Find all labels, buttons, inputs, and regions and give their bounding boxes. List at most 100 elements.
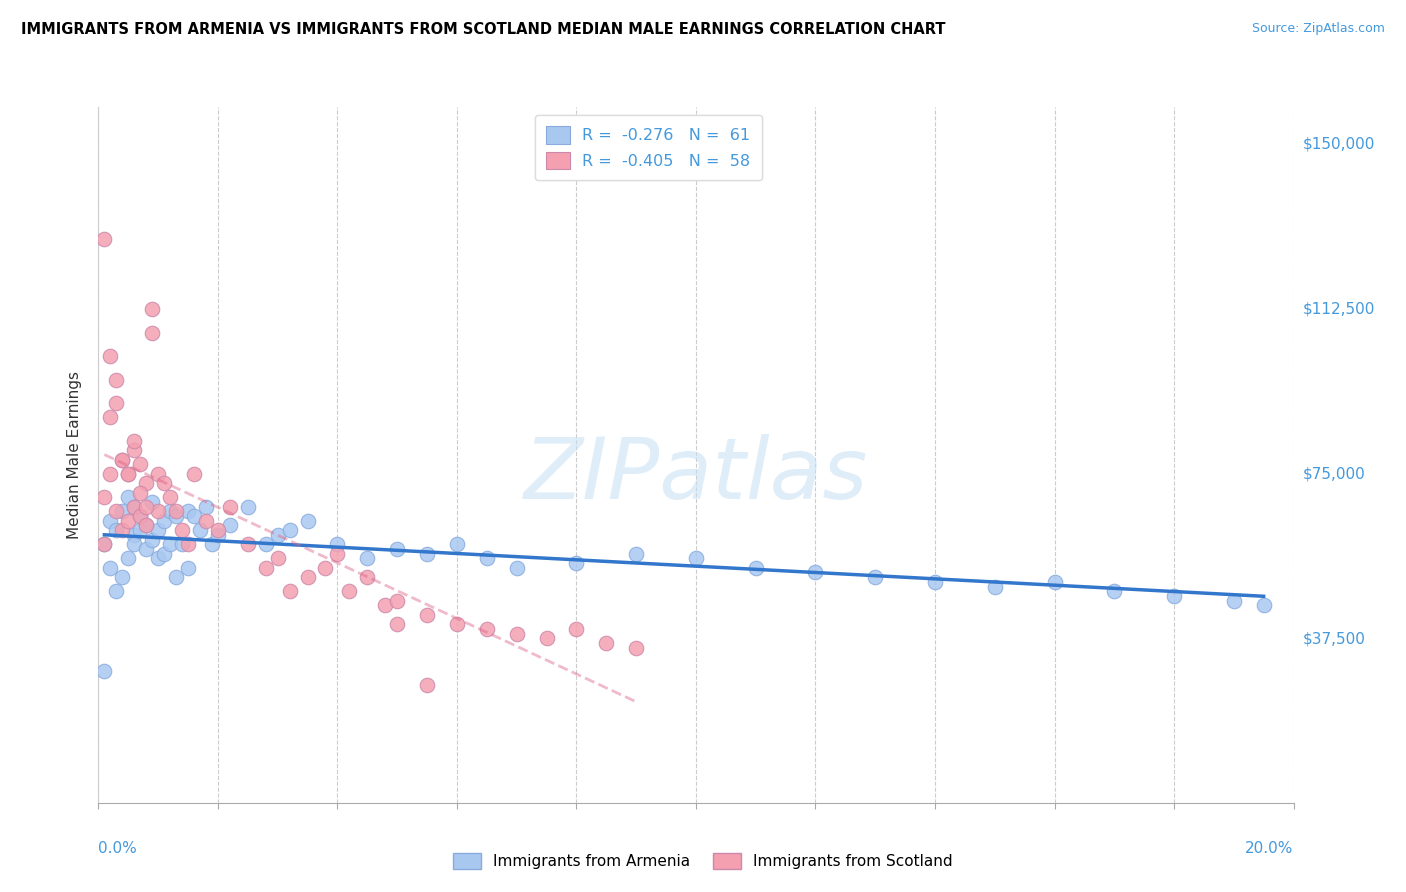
Point: [254, 537, 277, 551]
Point: [153, 476, 176, 491]
Point: [148, 523, 170, 537]
Point: [984, 580, 1007, 594]
Point: [475, 622, 498, 636]
Point: [100, 410, 122, 425]
Point: [111, 570, 134, 584]
Point: [129, 523, 152, 537]
Point: [172, 537, 194, 551]
Point: [745, 560, 768, 574]
Point: [446, 617, 468, 632]
Point: [141, 533, 163, 547]
Point: [117, 490, 139, 504]
Point: [219, 518, 242, 533]
Point: [148, 504, 170, 518]
Point: [207, 523, 229, 537]
Point: [626, 547, 648, 561]
Point: [111, 452, 134, 467]
Point: [124, 443, 146, 458]
Point: [141, 302, 163, 317]
Point: [148, 551, 170, 566]
Point: [93, 537, 115, 551]
Text: IMMIGRANTS FROM ARMENIA VS IMMIGRANTS FROM SCOTLAND MEDIAN MALE EARNINGS CORRELA: IMMIGRANTS FROM ARMENIA VS IMMIGRANTS FR…: [21, 22, 946, 37]
Point: [117, 514, 139, 528]
Point: [159, 490, 181, 504]
Point: [1253, 599, 1275, 613]
Point: [195, 500, 218, 514]
Point: [93, 664, 115, 678]
Point: [416, 678, 439, 692]
Point: [135, 541, 157, 556]
Legend: R =  -0.276   N =  61, R =  -0.405   N =  58: R = -0.276 N = 61, R = -0.405 N = 58: [534, 115, 762, 180]
Point: [177, 560, 200, 574]
Point: [93, 490, 115, 504]
Point: [135, 476, 157, 491]
Point: [105, 523, 128, 537]
Point: [117, 551, 139, 566]
Point: [416, 607, 439, 622]
Point: [135, 500, 157, 514]
Point: [236, 537, 259, 551]
Point: [165, 570, 187, 584]
Point: [267, 528, 290, 542]
Point: [105, 584, 128, 599]
Point: [565, 622, 588, 636]
Text: 0.0%: 0.0%: [98, 841, 138, 856]
Point: [356, 551, 378, 566]
Point: [135, 518, 157, 533]
Point: [356, 570, 378, 584]
Point: [165, 509, 187, 524]
Point: [100, 467, 122, 481]
Point: [111, 452, 134, 467]
Point: [105, 373, 128, 387]
Point: [93, 232, 115, 246]
Text: 20.0%: 20.0%: [1246, 841, 1294, 856]
Point: [1163, 589, 1185, 603]
Point: [385, 617, 409, 632]
Point: [326, 547, 349, 561]
Point: [177, 504, 200, 518]
Point: [374, 599, 396, 613]
Point: [207, 528, 229, 542]
Point: [141, 326, 163, 340]
Point: [595, 636, 617, 650]
Point: [183, 467, 205, 481]
Point: [315, 560, 337, 574]
Y-axis label: Median Male Earnings: Median Male Earnings: [66, 371, 82, 539]
Point: [339, 584, 360, 599]
Point: [865, 570, 887, 584]
Point: [177, 537, 200, 551]
Point: [326, 537, 349, 551]
Point: [165, 504, 187, 518]
Point: [117, 467, 139, 481]
Point: [278, 523, 301, 537]
Point: [924, 574, 946, 589]
Point: [100, 514, 122, 528]
Point: [124, 434, 146, 448]
Point: [100, 349, 122, 363]
Point: [93, 537, 115, 551]
Point: [1043, 574, 1066, 589]
Point: [297, 570, 319, 584]
Point: [124, 537, 146, 551]
Point: [626, 640, 648, 655]
Point: [129, 509, 152, 524]
Point: [129, 509, 152, 524]
Point: [129, 458, 152, 472]
Point: [153, 547, 176, 561]
Point: [124, 500, 146, 514]
Point: [236, 500, 259, 514]
Point: [124, 500, 146, 514]
Point: [685, 551, 707, 566]
Point: [446, 537, 468, 551]
Point: [141, 495, 163, 509]
Point: [1104, 584, 1126, 599]
Point: [267, 551, 290, 566]
Text: ZIPatlas: ZIPatlas: [524, 434, 868, 517]
Point: [183, 509, 205, 524]
Legend: Immigrants from Armenia, Immigrants from Scotland: Immigrants from Armenia, Immigrants from…: [447, 847, 959, 875]
Point: [506, 560, 529, 574]
Point: [111, 504, 134, 518]
Point: [135, 518, 157, 533]
Point: [172, 523, 194, 537]
Point: [416, 547, 439, 561]
